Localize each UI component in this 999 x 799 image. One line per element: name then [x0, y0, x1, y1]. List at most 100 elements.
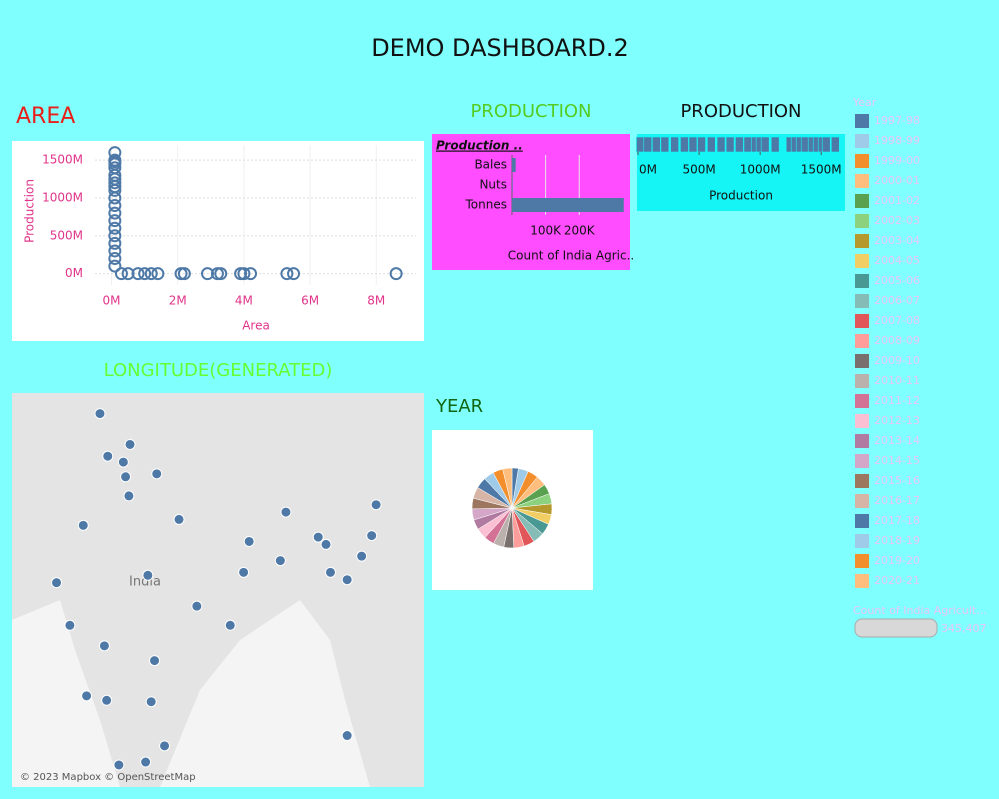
legend-label: 2014-15	[874, 454, 920, 467]
map-attribution: © 2023 Mapbox © OpenStreetMap	[20, 772, 196, 783]
map-point	[142, 569, 154, 581]
legend-label: 2015-16	[874, 474, 920, 487]
legend-label: 1997-98	[874, 114, 920, 127]
map-point	[77, 519, 89, 531]
map-point	[274, 555, 286, 567]
legend-label: 2006-07	[874, 294, 920, 307]
map-point	[149, 655, 161, 667]
legend-label: 2010-11	[874, 374, 920, 387]
x-axis-label: Area	[242, 319, 270, 333]
size-legend-bar	[854, 618, 938, 638]
legend-swatch	[855, 214, 869, 228]
scatter-point	[108, 191, 122, 205]
legend-swatch	[855, 194, 869, 208]
strip-mark	[735, 136, 744, 153]
scatter-panel	[12, 141, 424, 341]
map-point	[94, 408, 106, 420]
scatter-point	[108, 199, 122, 213]
scatter-point	[151, 267, 165, 281]
map-point	[341, 574, 353, 586]
chart-title: LONGITUDE(GENERATED)	[104, 360, 333, 381]
map-point	[173, 513, 185, 525]
legend-label: 2011-12	[874, 394, 920, 407]
scatter-point	[108, 259, 122, 273]
scatter-point	[131, 267, 145, 281]
y-axis-label: Production	[23, 179, 37, 243]
strip-mark	[760, 136, 770, 153]
scatter-point	[121, 267, 135, 281]
chart-title: AREA	[16, 104, 75, 129]
scatter-point	[389, 267, 403, 281]
scatter-point	[237, 267, 251, 281]
dashboard-title: DEMO DASHBOARD.2	[371, 34, 629, 62]
legend-swatch	[855, 454, 869, 468]
y-tick-label: 1000M	[42, 190, 83, 204]
map-point	[120, 471, 132, 483]
scatter-point	[138, 267, 152, 281]
x-tick-label: 100K	[530, 224, 562, 238]
map-point	[280, 506, 292, 518]
strip-mark	[716, 136, 726, 153]
legend-label: 2013-14	[874, 434, 920, 447]
category-label: Tonnes	[465, 198, 507, 212]
scatter-point	[108, 176, 122, 190]
scatter-point	[287, 267, 301, 281]
strip-mark	[743, 136, 753, 153]
place-label: India	[129, 575, 161, 590]
map-point	[356, 550, 368, 562]
x-tick-label: 6M	[301, 294, 319, 308]
legend-swatch	[855, 494, 869, 508]
map-point	[312, 531, 324, 543]
strip-mark	[643, 136, 653, 153]
legend-swatch	[855, 434, 869, 448]
legend-swatch	[855, 134, 869, 148]
map-point	[113, 759, 125, 771]
legend-swatch	[855, 274, 869, 288]
row-header: Production ..	[436, 139, 523, 153]
map-point	[341, 730, 353, 742]
map-point	[101, 694, 113, 706]
x-tick-label: 2M	[169, 294, 187, 308]
legend-swatch	[855, 514, 869, 528]
legend-swatch	[855, 334, 869, 348]
legend-swatch	[855, 554, 869, 568]
map-point	[124, 438, 136, 450]
map-point	[145, 696, 157, 708]
strip-mark	[725, 136, 735, 153]
category-label: Nuts	[479, 178, 507, 192]
strip-mark	[688, 136, 698, 153]
legend-swatch	[855, 374, 869, 388]
x-axis-label: Count of India Agric..	[508, 249, 634, 263]
size-legend-label: 345,407	[941, 622, 987, 635]
map-point	[98, 640, 110, 652]
strip-mark	[697, 136, 706, 153]
size-legend-title: Count of India Agricult...	[853, 604, 987, 617]
strip-mark	[660, 136, 670, 153]
pie-slice	[502, 467, 513, 509]
legend-label: 1999-00	[874, 154, 920, 167]
map-point	[81, 690, 93, 702]
map-point	[51, 577, 63, 589]
legend-swatch	[855, 354, 869, 368]
strip-mark	[670, 136, 679, 153]
scatter-point	[244, 267, 258, 281]
map-point	[238, 566, 250, 578]
legend-label: 2004-05	[874, 254, 920, 267]
legend-swatch	[855, 534, 869, 548]
legend-swatch	[855, 254, 869, 268]
scatter-point	[108, 206, 122, 220]
scatter-point	[144, 267, 158, 281]
scatter-point	[108, 229, 122, 243]
map-point	[159, 740, 171, 752]
bar	[512, 198, 624, 212]
strip-mark	[652, 136, 661, 153]
map-point	[243, 535, 255, 547]
y-tick-label: 0M	[65, 266, 83, 280]
x-tick-label: 0M	[103, 294, 121, 308]
scatter-point	[108, 252, 122, 266]
map-point	[64, 619, 76, 631]
strip-mark	[821, 136, 831, 153]
x-tick-label: 1000M	[740, 163, 781, 177]
